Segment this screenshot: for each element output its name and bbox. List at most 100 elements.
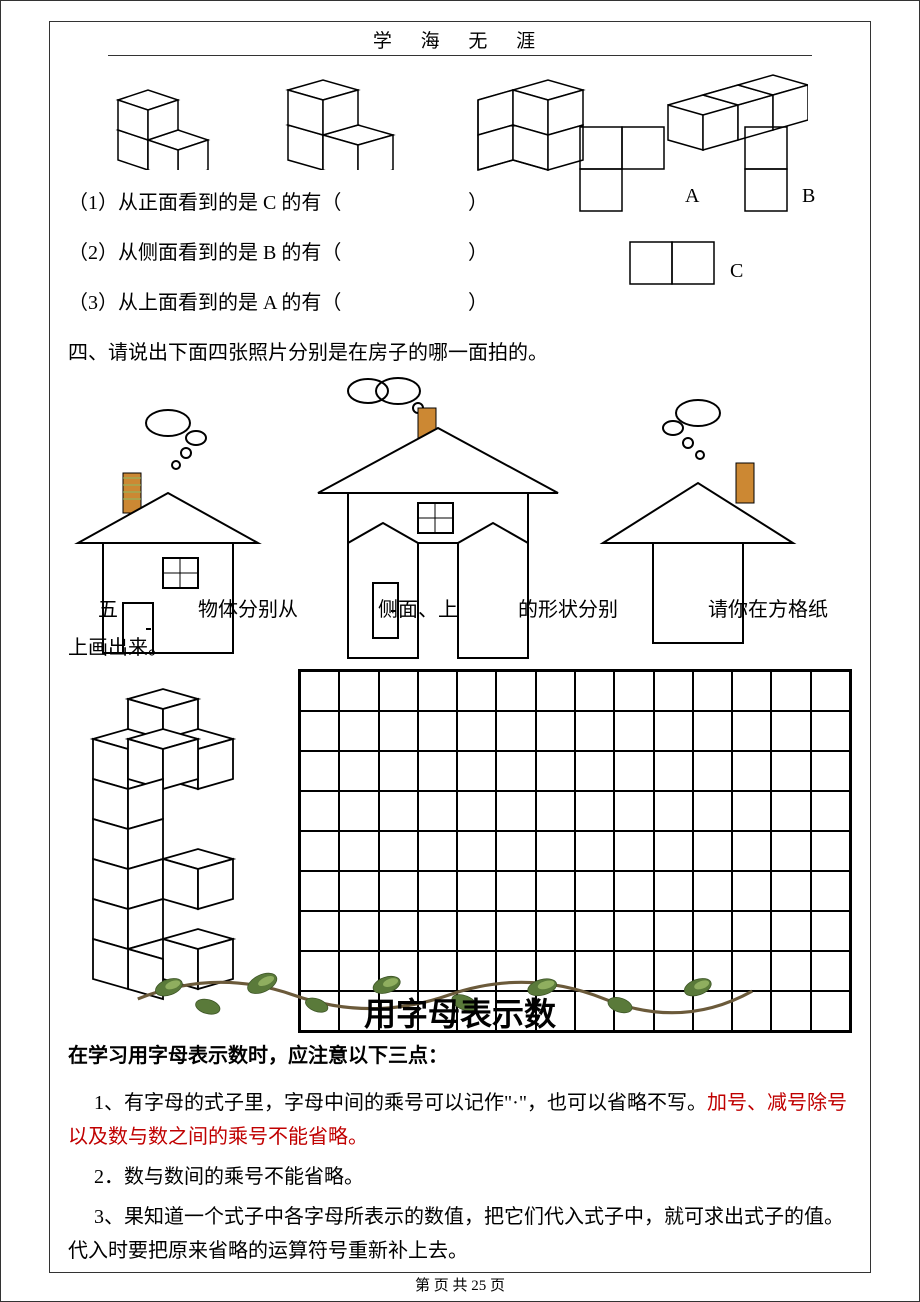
grid-cell bbox=[300, 751, 339, 791]
grid-cell bbox=[339, 831, 378, 871]
grid-cell bbox=[339, 671, 378, 711]
page-header: 学 海 无 涯 bbox=[108, 22, 812, 56]
grid-cell bbox=[496, 911, 535, 951]
q2-close: ） bbox=[468, 236, 488, 265]
grid-cell bbox=[418, 671, 457, 711]
cube-figure-2 bbox=[268, 70, 418, 170]
grid-cell bbox=[300, 671, 339, 711]
grid-cell bbox=[379, 751, 418, 791]
grid-cell bbox=[379, 711, 418, 751]
grid-cell bbox=[418, 711, 457, 751]
grid-cell bbox=[654, 751, 693, 791]
grid-cell bbox=[732, 911, 771, 951]
q1-text: （1）从正面看到的是 C 的有（ bbox=[68, 192, 341, 214]
grid-cell bbox=[496, 831, 535, 871]
grid-cell bbox=[693, 871, 732, 911]
grid-cell bbox=[575, 871, 614, 911]
q5-part1: 五 bbox=[98, 593, 118, 622]
grid-cell bbox=[300, 871, 339, 911]
grid-cell bbox=[536, 751, 575, 791]
grid-cell bbox=[732, 791, 771, 831]
grid-cell bbox=[693, 791, 732, 831]
grid-cell bbox=[457, 791, 496, 831]
question-3: （3）从上面看到的是 A 的有（ ） bbox=[68, 286, 852, 320]
house-1 bbox=[68, 403, 268, 663]
grid-cell bbox=[575, 911, 614, 951]
grid-cell bbox=[418, 951, 457, 991]
question-2: （2）从侧面看到的是 B 的有（ ） bbox=[68, 236, 852, 270]
grid-cell bbox=[536, 671, 575, 711]
grid-cell bbox=[811, 911, 850, 951]
grid-cell bbox=[379, 951, 418, 991]
grid-cell bbox=[339, 911, 378, 951]
grid-cell bbox=[811, 951, 850, 991]
grid-cell bbox=[496, 751, 535, 791]
q1-close: ） bbox=[468, 186, 488, 215]
grid-cell bbox=[300, 831, 339, 871]
grid-cell bbox=[339, 951, 378, 991]
grid-cell bbox=[418, 871, 457, 911]
grid-cell bbox=[771, 711, 810, 751]
grid-cell bbox=[732, 751, 771, 791]
grid-cell bbox=[339, 791, 378, 831]
grid-cell bbox=[496, 871, 535, 911]
grid-cell bbox=[654, 671, 693, 711]
grid-cell bbox=[732, 711, 771, 751]
grid-cell bbox=[614, 951, 653, 991]
grid-cell bbox=[457, 871, 496, 911]
q3-close: ） bbox=[468, 286, 488, 315]
content-frame: 学 海 无 涯 bbox=[49, 21, 871, 1273]
p1-black: 1、有字母的式子里，字母中间的乘号可以记作"·"，也可以省略不写。 bbox=[94, 1092, 707, 1114]
grid-cell bbox=[457, 951, 496, 991]
cube-tower bbox=[68, 669, 278, 1029]
grid-cell bbox=[536, 711, 575, 751]
page: 学 海 无 涯 bbox=[0, 0, 920, 1302]
grid-cell bbox=[339, 711, 378, 751]
grid-cell bbox=[457, 671, 496, 711]
grid-cell bbox=[614, 671, 653, 711]
grid-cell bbox=[811, 871, 850, 911]
grid-cell bbox=[575, 711, 614, 751]
grid-cell bbox=[614, 711, 653, 751]
note-line: 在学习用字母表示数时，应注意以下三点： bbox=[68, 1039, 852, 1068]
grid-cell bbox=[614, 751, 653, 791]
grid-cell bbox=[771, 951, 810, 991]
grid-cell bbox=[418, 911, 457, 951]
houses-row: 五 物体分别从 侧面、上 的形状分别 请你在方格纸 上画出来。 bbox=[68, 373, 852, 663]
grid-cell bbox=[300, 911, 339, 951]
grid-cell bbox=[614, 831, 653, 871]
grid-cell bbox=[771, 871, 810, 911]
para-2: 2．数与数间的乘号不能省略。 bbox=[68, 1160, 852, 1194]
grid-cell bbox=[418, 831, 457, 871]
grid-cell bbox=[811, 711, 850, 751]
grid-cell bbox=[654, 951, 693, 991]
grid-cell bbox=[654, 911, 693, 951]
grid-cell bbox=[575, 751, 614, 791]
q5-part6: 上画出来。 bbox=[68, 631, 168, 660]
grid-cell bbox=[418, 791, 457, 831]
grid-cell bbox=[536, 911, 575, 951]
grid-cell bbox=[536, 951, 575, 991]
grid-cell bbox=[732, 951, 771, 991]
grid-cell bbox=[811, 831, 850, 871]
page-footer: 第 页 共 25 页 bbox=[1, 1274, 919, 1295]
grid-cell bbox=[693, 671, 732, 711]
grid-cell bbox=[457, 751, 496, 791]
grid-cell bbox=[536, 871, 575, 911]
grid-cell bbox=[771, 831, 810, 871]
grid-cell bbox=[654, 871, 693, 911]
grid-cell bbox=[614, 871, 653, 911]
grid-cell bbox=[732, 831, 771, 871]
grid-cell bbox=[614, 911, 653, 951]
grid-cell bbox=[811, 751, 850, 791]
grid-cell bbox=[614, 791, 653, 831]
para-1: 1、有字母的式子里，字母中间的乘号可以记作"·"，也可以省略不写。加号、减号除号… bbox=[68, 1086, 852, 1154]
q5-part2: 物体分别从 bbox=[198, 593, 298, 622]
grid-cell bbox=[811, 671, 850, 711]
grid-cell bbox=[654, 831, 693, 871]
grid-cell bbox=[732, 871, 771, 911]
grid-cell bbox=[379, 871, 418, 911]
grid-cell bbox=[771, 751, 810, 791]
grid-cell bbox=[300, 791, 339, 831]
question-1: （1）从正面看到的是 C 的有（ ） bbox=[68, 186, 852, 220]
